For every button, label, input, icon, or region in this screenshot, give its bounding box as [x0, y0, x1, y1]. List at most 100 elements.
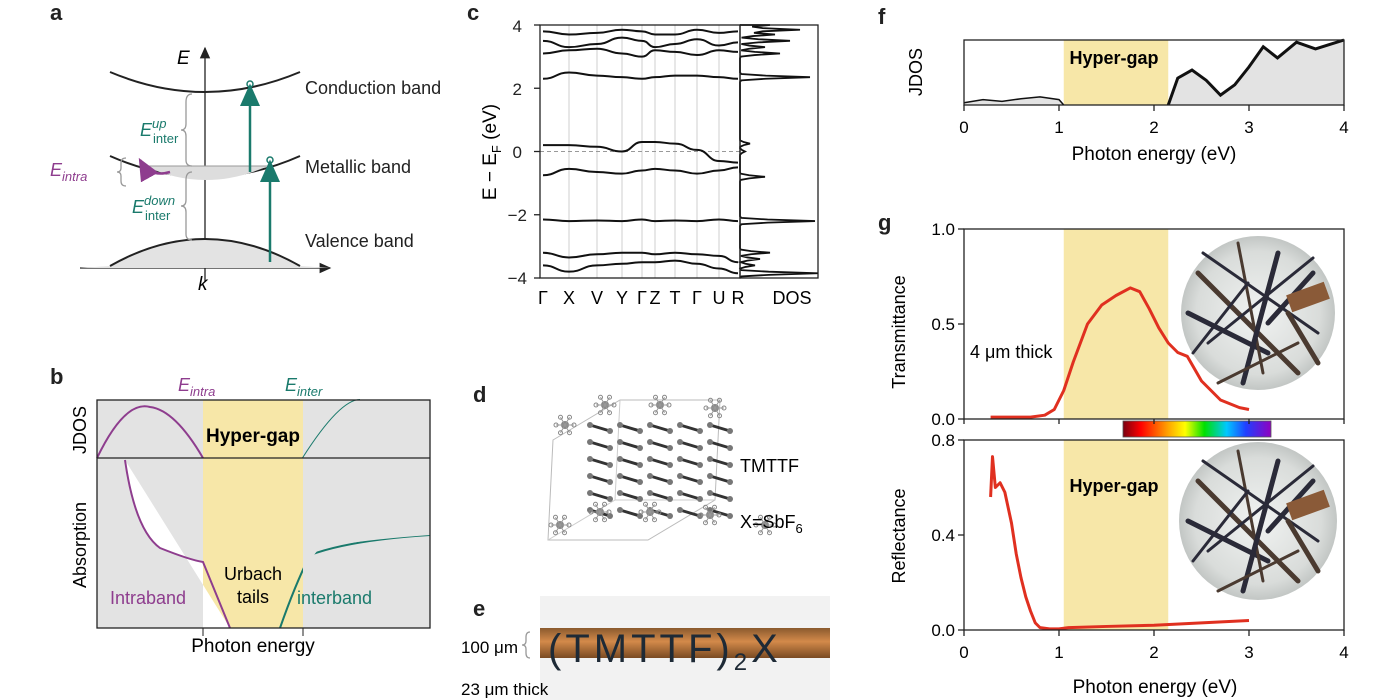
g-ytick-label-bottom: 0.4 [931, 526, 955, 545]
d-f-atom [606, 509, 612, 515]
d-atom [607, 445, 613, 451]
d-f-atom [666, 402, 672, 408]
g-inset-circle [1179, 442, 1337, 600]
f-hypergap-label: Hyper-gap [1069, 48, 1158, 68]
d-f-atom [566, 522, 572, 528]
d-molecule-bond [589, 474, 611, 484]
d-sbf6-bond [560, 424, 566, 434]
d-atom [727, 513, 733, 519]
d-f-atom [602, 517, 607, 523]
c-band-line [542, 47, 739, 58]
d-atom [697, 445, 703, 451]
crystal-structure-image [547, 394, 777, 541]
d-sbf6-bond [595, 511, 601, 521]
f-jdos-curve [1166, 38, 1345, 106]
d-atom [617, 422, 623, 428]
d-molecule-bond [619, 423, 641, 433]
g-inset-crystal [1191, 281, 1250, 355]
d-f-atom [562, 530, 567, 536]
g-inset-large-crystal [1286, 281, 1330, 313]
g-reflectance-curve [989, 455, 1250, 631]
d-atom [617, 456, 623, 462]
g-thick-note: 4 μm thick [970, 342, 1053, 362]
d-sbf6-bond [764, 516, 770, 526]
d-f-atom [548, 522, 554, 528]
d-f-atom [753, 522, 759, 528]
c-band-line [542, 166, 739, 177]
f-xtick-label: 0 [959, 118, 968, 137]
c-kpoint-label: Γ [637, 288, 647, 308]
panel-a: a E k Conduction band Metallic band Vale… [50, 0, 441, 295]
g-ytick-label-top: 0.5 [931, 315, 955, 334]
g-xtick-label: 2 [1149, 643, 1158, 662]
c-ytick-2: 2 [513, 80, 522, 99]
d-molecule-bond [619, 457, 641, 467]
d-sbf6-bond [760, 516, 766, 526]
c-ytick-m4: −4 [508, 269, 527, 288]
d-atom [667, 496, 673, 502]
c-band-structure [534, 24, 819, 279]
e-inter-up-label: Eup [140, 116, 166, 140]
panel-label-f: f [878, 4, 886, 29]
d-f-atom [638, 509, 644, 515]
g-xtick-label: 1 [1054, 643, 1063, 662]
panel-f: f 0 1 2 3 4 JDOS Photon energy (eV) Hyper-ga… [878, 4, 1349, 165]
c-band-line [542, 218, 739, 223]
f-xtick-label: 1 [1054, 118, 1063, 137]
panel-g: g 1.00.50.00.80.40.00 1 2 3 4 Transmittance … [878, 210, 1349, 698]
panel-d: d TMTTF X=SbF6 [473, 382, 803, 541]
g-inset-crystal [1195, 478, 1301, 584]
d-atom [697, 428, 703, 434]
d-f-atom [643, 517, 648, 523]
d-sbf6-bond [655, 396, 661, 406]
d-atom [637, 479, 643, 485]
d-molecule-bond [679, 474, 701, 484]
e-brace [521, 631, 531, 659]
b-jdos-fill-right [303, 400, 430, 458]
g-xtick-label: 3 [1244, 643, 1253, 662]
b-interband-label: interband [297, 588, 372, 608]
e-inter-down-sub: inter [145, 208, 171, 223]
c-kpoint-label: X [563, 288, 575, 308]
g-optical-chart: 1.00.50.00.80.40.00 1 2 3 4 [931, 220, 1348, 662]
d-molecule-bond [679, 457, 701, 467]
d-sbf6-bond [555, 516, 561, 526]
panel-label-g: g [878, 210, 891, 235]
g-visible-spectrum-bar [1122, 420, 1272, 438]
d-molecule-bond [589, 457, 611, 467]
b-xlabel: Photon energy [191, 636, 315, 657]
d-atom [707, 456, 713, 462]
d-f-atom [588, 509, 594, 515]
axis-k-label: k [198, 274, 209, 295]
g-inset-large-crystal [1286, 489, 1330, 521]
panel-label-d: d [473, 382, 486, 407]
d-molecule-bond [709, 423, 731, 433]
d-f-atom [602, 501, 607, 507]
d-tmttf-label: TMTTF [740, 456, 799, 476]
d-sbf6-bond [645, 503, 651, 513]
d-f-atom [593, 402, 599, 408]
d-molecule-bond [589, 423, 611, 433]
d-sbf6-bond [604, 404, 610, 414]
d-molecule-bond [619, 440, 641, 450]
g-inset-crystal [1216, 341, 1300, 385]
d-sbf6-bond [655, 404, 661, 414]
d-f-atom [553, 422, 559, 428]
d-molecule-bond [589, 491, 611, 501]
g-inset-crystal [1285, 310, 1321, 366]
d-atom [647, 490, 653, 496]
d-sbf6-bond [604, 396, 610, 406]
d-atom [677, 473, 683, 479]
brace-down [180, 171, 193, 241]
g-inset-crystal [1201, 459, 1320, 543]
d-atom [637, 496, 643, 502]
d-molecule-bond [679, 440, 701, 450]
g-transmittance-curve [990, 286, 1250, 419]
d-atom [607, 479, 613, 485]
d-atom [587, 439, 593, 445]
c-kpoint-label: Y [616, 288, 628, 308]
d-sbf6-bond [645, 511, 651, 521]
d-molecule-bond [649, 491, 671, 501]
d-atom [697, 462, 703, 468]
d-atom [637, 445, 643, 451]
